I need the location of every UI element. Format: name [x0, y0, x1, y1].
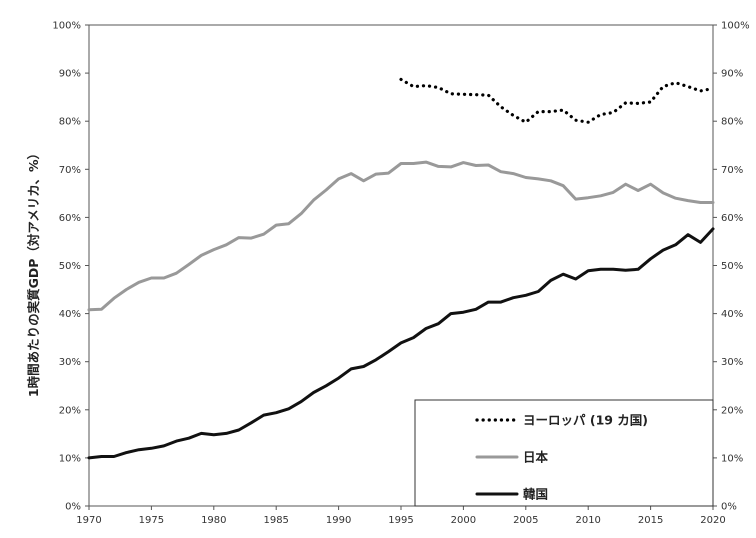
x-tick-label: 1970 [76, 515, 101, 526]
legend-label-0: ヨーロッパ (19 カ国) [523, 413, 648, 428]
y-tick-label-left: 40% [59, 309, 81, 320]
y-tick-label-left: 10% [59, 453, 81, 464]
series-line-0 [399, 77, 715, 124]
x-tick-label: 2020 [700, 515, 725, 526]
series-line-1 [87, 160, 715, 312]
y-tick-labels-right: 0% 10% 20% 30% 40% 50% 60% 70% 80% 90% 100% [721, 21, 750, 513]
legend-label-2: 韓国 [523, 487, 548, 502]
y-tick-label-right: 50% [721, 261, 743, 272]
y-tick-label-left: 0% [65, 502, 81, 513]
x-tick-label: 1975 [139, 515, 164, 526]
y-tick-label-right: 10% [721, 453, 743, 464]
x-tick-label: 2010 [575, 515, 600, 526]
y-tick-label-left: 80% [59, 117, 81, 128]
y-tick-label-left: 50% [59, 261, 81, 272]
y-tick-label-left: 30% [59, 357, 81, 368]
x-tick-label: 1985 [263, 515, 288, 526]
y-tick-label-right: 60% [721, 213, 743, 224]
y-tick-labels-left: 0% 10% 20% 30% 40% 50% 60% 70% 80% 90% 100% [52, 21, 81, 513]
y-tick-label-right: 30% [721, 357, 743, 368]
series-line-2 [87, 227, 715, 460]
y-tick-label-right: 80% [721, 117, 743, 128]
y-tick-label-right: 70% [721, 165, 743, 176]
x-tick-labels: 1970 1975 1980 1985 1990 1995 2000 2005 2010 2015… [76, 515, 725, 526]
axes [85, 24, 717, 510]
y-tick-label-right: 40% [721, 309, 743, 320]
legend-box [414, 399, 714, 507]
x-tick-label: 2005 [513, 515, 538, 526]
x-tick-label: 1990 [326, 515, 351, 526]
x-tick-label: 1995 [388, 515, 413, 526]
y-tick-label-right: 100% [721, 21, 750, 32]
series-lines [87, 77, 715, 460]
x-tick-label: 2000 [451, 515, 476, 526]
y-tick-label-right: 90% [721, 69, 743, 80]
x-tick-label: 1980 [201, 515, 226, 526]
legend-label-1: 日本 [523, 450, 549, 465]
y-tick-label-left: 90% [59, 69, 81, 80]
y-tick-label-right: 20% [721, 405, 743, 416]
y-tick-label-right: 0% [721, 502, 737, 513]
x-tick-label: 2015 [638, 515, 663, 526]
y-tick-label-left: 100% [52, 21, 81, 32]
y-tick-label-left: 20% [59, 405, 81, 416]
y-axis-label: 1時間あたりの実質GDP（対アメリカ、%） [26, 147, 41, 397]
y-tick-label-left: 70% [59, 165, 81, 176]
y-tick-label-left: 60% [59, 213, 81, 224]
